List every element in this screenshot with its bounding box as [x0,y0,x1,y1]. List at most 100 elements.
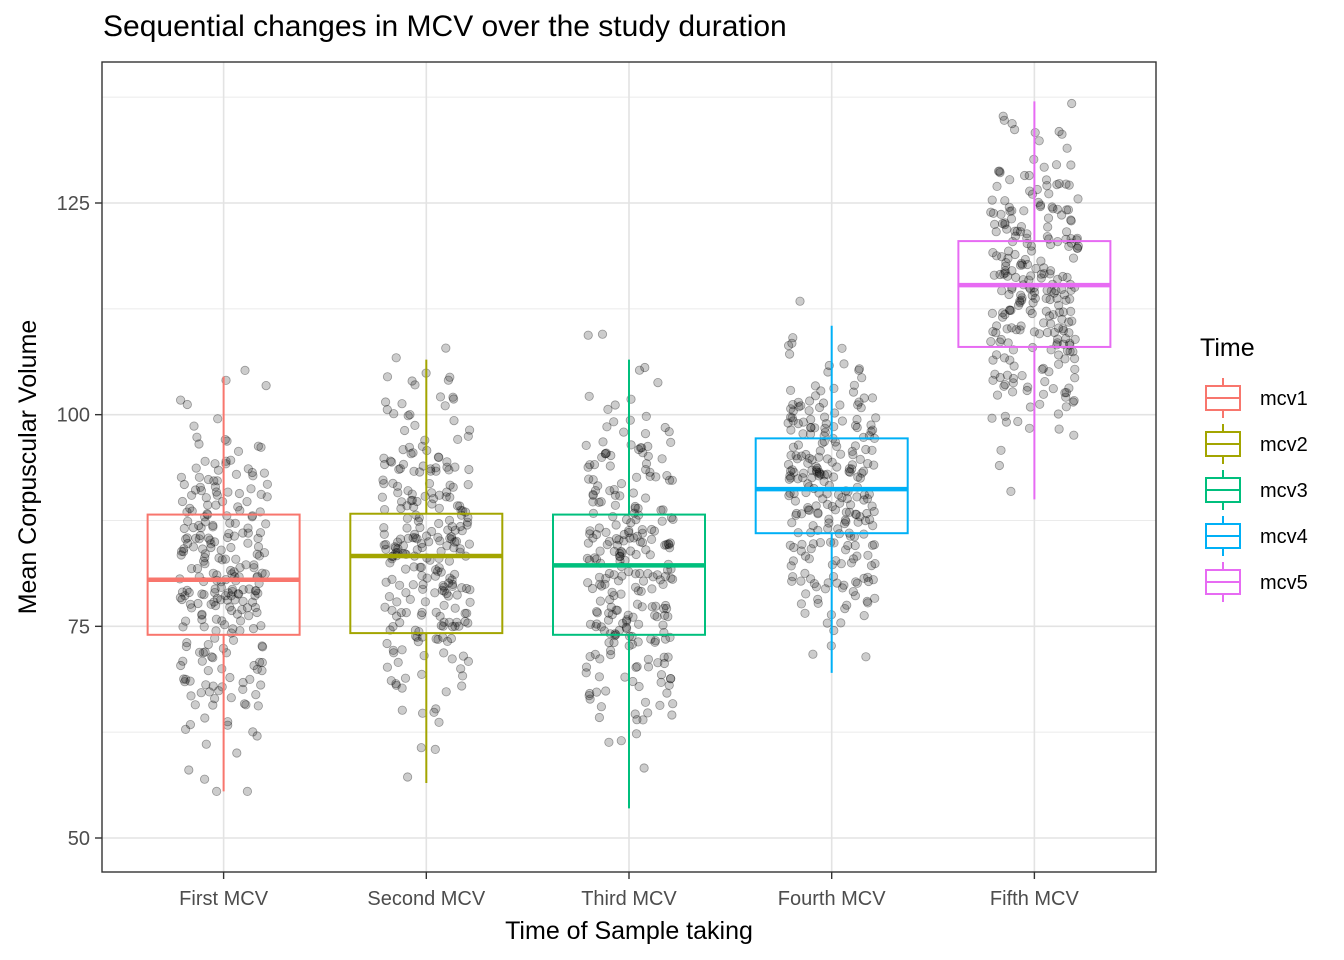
data-point [848,586,858,597]
data-point [850,509,861,519]
data-point [250,591,260,601]
data-point [462,608,472,618]
data-point [238,596,248,606]
data-point [464,539,474,549]
data-point [403,411,413,421]
data-point [1017,260,1028,270]
data-point [609,546,619,557]
y-tick-label: 125 [57,193,90,215]
data-point [655,700,665,711]
data-point [635,537,645,547]
data-point [415,467,425,477]
data-point [601,686,611,696]
data-point [1000,220,1010,230]
data-point [417,669,427,680]
data-point [200,713,210,723]
data-point [1070,353,1080,364]
data-point [226,693,236,703]
data-point [456,664,466,674]
data-point [992,390,1003,400]
data-point [1067,316,1077,326]
data-point [788,572,798,582]
data-point [385,625,395,635]
data-point [815,446,825,456]
data-point [804,453,815,463]
box-mcv2 [349,512,504,635]
data-point [1054,179,1064,189]
data-point [653,658,663,668]
data-point [832,462,842,472]
data-point [643,568,653,579]
data-point [226,542,236,553]
data-point [837,583,848,593]
data-point [867,425,878,435]
data-point [402,772,413,782]
data-point [839,580,849,590]
data-point [1013,300,1024,310]
data-point [176,550,186,560]
data-point [818,398,829,408]
data-point [653,377,663,388]
data-point [835,498,845,508]
data-point [234,488,244,499]
data-point [421,531,432,541]
data-point [200,647,210,657]
data-point [631,549,641,560]
data-point [850,441,861,451]
data-point [840,603,850,614]
data-point [844,507,855,517]
data-point [640,362,650,373]
data-point [1070,373,1080,383]
data-point [1061,392,1071,402]
data-point [181,641,191,652]
data-point [614,535,624,545]
data-point [397,683,407,693]
x-axis-title: Time of Sample taking [505,917,753,945]
data-point [863,458,873,469]
data-point [841,516,851,527]
data-point [603,404,613,414]
data-point [175,592,185,603]
data-point [238,677,248,688]
data-point [447,575,457,585]
data-point [230,518,240,528]
data-point [625,415,635,425]
legend-label-mcv3: mcv3 [1260,480,1308,502]
data-point [664,475,675,485]
data-point [1016,321,1026,331]
data-point [867,540,878,551]
data-point [824,514,834,524]
data-point [1070,334,1080,344]
data-point [450,462,460,472]
data-point [1022,385,1032,396]
data-point [791,508,802,519]
data-point [195,647,205,657]
data-point [229,567,239,577]
data-point [1066,216,1076,226]
data-point [632,661,642,672]
data-point [650,610,660,620]
data-point [193,598,203,609]
data-point [252,731,262,741]
data-point [786,473,796,483]
data-point [616,589,626,599]
data-point [447,621,458,632]
data-point [611,605,621,615]
data-point [185,719,195,730]
data-point [819,412,830,422]
data-point [631,662,641,673]
data-point [788,406,798,416]
data-point [415,522,425,533]
data-point [663,539,673,549]
data-point [847,446,857,456]
data-point [177,587,188,597]
data-point [1000,309,1010,320]
data-point [811,465,822,475]
data-point [864,514,875,525]
data-point [800,568,810,579]
data-point [593,481,603,491]
data-point [634,365,645,375]
data-point [813,594,823,605]
data-point [1002,324,1012,334]
data-point [412,534,422,544]
